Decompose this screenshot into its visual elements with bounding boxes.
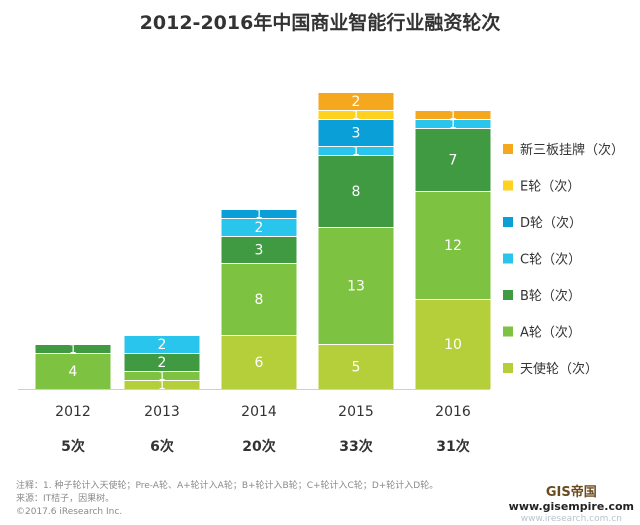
bar-segment: [124, 353, 200, 371]
legend-swatch: [503, 290, 513, 300]
x-tick-label: 2012: [55, 404, 91, 420]
total-label: 6次: [150, 438, 174, 455]
legend-label: 新三板挂牌（次）: [520, 142, 624, 158]
total-label: 5次: [61, 438, 85, 455]
watermark-faint-url: www.iresearch.com.cn: [520, 514, 622, 524]
legend-swatch: [503, 253, 513, 264]
chart-title: 2012-2016年中国商业智能行业融资轮次: [139, 12, 501, 34]
bar-value-label: 1: [449, 117, 457, 131]
bar-segment: [415, 191, 491, 299]
watermark-url: www.gisempire.com: [508, 500, 634, 513]
bar-value-label: 1: [158, 369, 166, 383]
total-label: 33次: [339, 438, 372, 455]
bar-value-label: 8: [352, 184, 361, 200]
stacked-bar-chart: 4120125次112220136次68321201420次5138131220…: [18, 92, 624, 455]
bar-value-label: 12: [444, 238, 462, 254]
bar-value-label: 10: [444, 337, 462, 353]
bar-value-label: 1: [255, 207, 263, 221]
bar-value-label: 2: [158, 337, 167, 353]
bar-segment: [35, 353, 111, 389]
x-tick-label: 2015: [338, 404, 374, 420]
legend-label: D轮（次）: [520, 215, 582, 231]
legend-swatch: [503, 217, 513, 227]
legend-swatch: [503, 144, 513, 154]
bar-value-label: 1: [69, 342, 77, 356]
bar-value-label: 3: [352, 126, 361, 142]
bar-segment: [221, 263, 297, 335]
bar-value-label: 5: [352, 360, 361, 376]
bar-segment: [221, 335, 297, 389]
bar-value-label: 7: [449, 153, 458, 169]
footnote-note: 注释：1. 种子轮计入天使轮；Pre-A轮、A+轮计入A轮；B+轮计入B轮；C+…: [16, 481, 439, 491]
bar-segment: [318, 146, 394, 155]
x-tick-label: 2013: [144, 404, 180, 420]
footnote-source: 来源：IT桔子，因果树。: [16, 494, 115, 504]
bar-segment: [415, 128, 491, 191]
footnote-copyright: ©2017.6 iResearch Inc.: [16, 507, 123, 517]
bar-value-label: 2: [255, 220, 264, 236]
legend-label: E轮（次）: [520, 179, 580, 195]
bar-value-label: 8: [255, 292, 264, 308]
legend-swatch: [503, 326, 513, 337]
bar-segment: [415, 299, 491, 389]
bar-value-label: 1: [158, 378, 166, 392]
total-label: 20次: [242, 438, 275, 455]
bar-value-label: 2: [352, 94, 361, 110]
bar-segment: [318, 119, 394, 146]
legend-swatch: [503, 180, 513, 191]
bar-value-label: 13: [347, 279, 365, 295]
total-label: 31次: [436, 438, 469, 455]
x-tick-label: 2014: [241, 404, 277, 420]
bar-value-label: 2: [158, 355, 167, 371]
bar-segment: [35, 344, 111, 353]
legend-swatch: [503, 363, 513, 373]
bar-segment: [124, 371, 200, 380]
bar-value-label: 4: [69, 364, 78, 380]
x-tick-label: 2016: [435, 404, 471, 420]
bar-value-label: 3: [255, 243, 264, 259]
bar-segment: [318, 155, 394, 227]
bar-segment: [318, 92, 394, 110]
bar-segment: [318, 344, 394, 389]
bar-value-label: 1: [449, 108, 457, 122]
legend-label: B轮（次）: [520, 288, 581, 304]
bar-segment: [124, 335, 200, 353]
bar-value-label: 6: [255, 355, 264, 371]
watermark-brand: GIS帝国: [545, 485, 597, 500]
bar-segment: [124, 380, 200, 389]
bar-segment: [221, 236, 297, 263]
bar-segment: [221, 209, 297, 218]
legend-label: C轮（次）: [520, 252, 581, 268]
bar-value-label: 1: [352, 144, 360, 158]
bar-value-label: 1: [352, 108, 360, 122]
bar-segment: [318, 110, 394, 119]
bar-segment: [415, 110, 491, 119]
legend-label: 天使轮（次）: [520, 361, 598, 377]
bar-segment: [221, 218, 297, 236]
watermark: GIS帝国 www.gisempire.com www.iresearch.co…: [509, 486, 634, 525]
legend-label: A轮（次）: [520, 325, 581, 341]
bar-segment: [415, 119, 491, 128]
bar-segment: [318, 227, 394, 344]
